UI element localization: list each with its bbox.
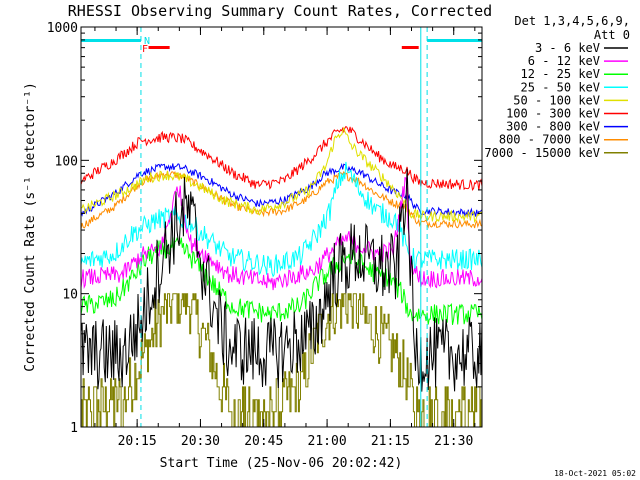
- x-tick-label: 20:45: [244, 434, 283, 449]
- series-line-50-100keV: [81, 126, 482, 224]
- flare-bar: [148, 46, 170, 49]
- legend-label: 3 - 6 keV: [535, 41, 600, 55]
- plot-frame: [80, 26, 483, 428]
- y-axis: 1 10 100 1000: [47, 21, 482, 436]
- series-line-12-25keV: [81, 237, 482, 326]
- chart-title: RHESSI Observing Summary Count Rates, Co…: [68, 2, 492, 20]
- x-tick-label: 21:00: [308, 434, 347, 449]
- series-line-6-12keV: [81, 177, 482, 291]
- flare-label: F: [142, 44, 148, 55]
- x-tick-label: 20:15: [118, 434, 157, 449]
- series-line-100-300keV: [81, 125, 482, 192]
- y-tick-label: 100: [55, 154, 78, 169]
- legend-label: 100 - 300 keV: [506, 107, 600, 121]
- x-axis-label: Start Time (25-Nov-06 20:02:42): [160, 456, 403, 471]
- series-line-800-7000keV: [81, 170, 482, 230]
- legend-header-line-2: Att 0: [594, 28, 630, 42]
- x-tick-label: 20:30: [181, 434, 220, 449]
- legend-label: 800 - 7000 keV: [499, 133, 600, 147]
- legend-label: 25 - 50 keV: [521, 80, 600, 94]
- series-line-300-800keV: [81, 162, 482, 217]
- plot-area: NF: [80, 26, 483, 428]
- footer-timestamp: 18-Oct-2021 05:02: [554, 469, 636, 478]
- night-bar: [427, 39, 482, 42]
- series-layer: [81, 125, 482, 427]
- y-tick-label: 1: [70, 421, 78, 436]
- x-tick-label: 21:15: [371, 434, 410, 449]
- x-axis: 20:15 20:30 20:45 21:00 21:15 21:30: [94, 27, 476, 449]
- legend-label: 300 - 800 keV: [506, 120, 600, 134]
- series-line-7000-15000keV: [81, 293, 482, 427]
- y-tick-label: 10: [62, 288, 78, 303]
- legend-label: 50 - 100 keV: [513, 93, 600, 107]
- flare-bar: [401, 46, 419, 49]
- legend-label: 12 - 25 keV: [521, 67, 600, 81]
- series-line-3-6keV: [81, 168, 482, 392]
- legend-header-line-1: Det 1,3,4,5,6,9,: [514, 14, 630, 28]
- legend-label: 6 - 12 keV: [528, 54, 600, 68]
- y-axis-label: Corrected Count Rate (s⁻¹ detector⁻¹): [23, 82, 38, 372]
- y-tick-label: 1000: [47, 21, 78, 36]
- legend-label: 7000 - 15000 keV: [484, 146, 600, 160]
- series-line-25-50keV: [81, 161, 482, 278]
- night-bar: [81, 39, 141, 42]
- night-label: N: [144, 36, 150, 47]
- x-tick-label: 21:30: [434, 434, 473, 449]
